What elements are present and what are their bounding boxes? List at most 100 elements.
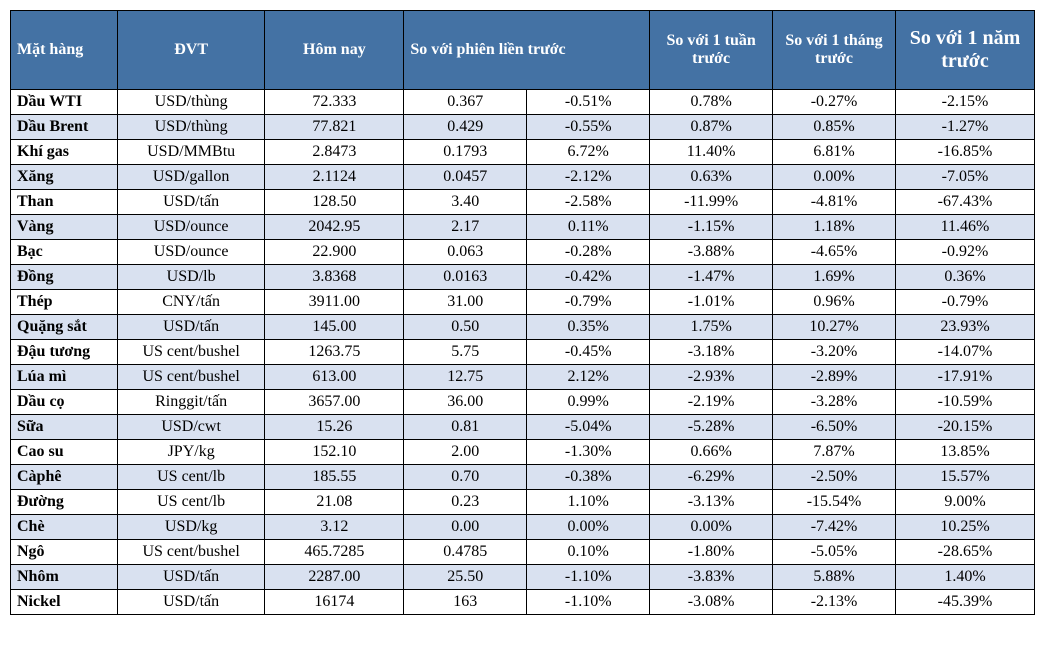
table-row: VàngUSD/ounce2042.952.170.11%-1.15%1.18%… bbox=[11, 215, 1035, 240]
table-cell: Bạc bbox=[11, 240, 118, 265]
table-cell: -0.45% bbox=[527, 340, 650, 365]
table-cell: 0.87% bbox=[650, 115, 773, 140]
table-cell: Dầu Brent bbox=[11, 115, 118, 140]
table-cell: -2.50% bbox=[773, 465, 896, 490]
table-cell: US cent/bushel bbox=[117, 340, 265, 365]
table-cell: -20.15% bbox=[895, 415, 1034, 440]
table-cell: USD/ounce bbox=[117, 240, 265, 265]
table-cell: 1.10% bbox=[527, 490, 650, 515]
table-cell: -2.89% bbox=[773, 365, 896, 390]
table-cell: 0.85% bbox=[773, 115, 896, 140]
table-cell: -3.18% bbox=[650, 340, 773, 365]
table-cell: 72.333 bbox=[265, 90, 404, 115]
table-cell: 7.87% bbox=[773, 440, 896, 465]
table-cell: Đường bbox=[11, 490, 118, 515]
table-cell: Ngô bbox=[11, 540, 118, 565]
table-row: ĐườngUS cent/lb21.080.231.10%-3.13%-15.5… bbox=[11, 490, 1035, 515]
table-cell: -10.59% bbox=[895, 390, 1034, 415]
table-row: NickelUSD/tấn16174163-1.10%-3.08%-2.13%-… bbox=[11, 590, 1035, 615]
table-cell: 0.00% bbox=[650, 515, 773, 540]
table-cell: 0.429 bbox=[404, 115, 527, 140]
table-cell: -3.88% bbox=[650, 240, 773, 265]
table-cell: Đồng bbox=[11, 265, 118, 290]
table-cell: -0.28% bbox=[527, 240, 650, 265]
table-cell: -0.79% bbox=[895, 290, 1034, 315]
table-cell: 163 bbox=[404, 590, 527, 615]
table-cell: -6.50% bbox=[773, 415, 896, 440]
table-cell: Càphê bbox=[11, 465, 118, 490]
table-cell: Vàng bbox=[11, 215, 118, 240]
table-cell: Sữa bbox=[11, 415, 118, 440]
table-cell: -1.30% bbox=[527, 440, 650, 465]
table-row: Khí gasUSD/MMBtu2.84730.17936.72%11.40%6… bbox=[11, 140, 1035, 165]
table-cell: 2.17 bbox=[404, 215, 527, 240]
table-cell: -5.05% bbox=[773, 540, 896, 565]
table-cell: -7.05% bbox=[895, 165, 1034, 190]
table-cell: 11.46% bbox=[895, 215, 1034, 240]
table-row: NgôUS cent/bushel465.72850.47850.10%-1.8… bbox=[11, 540, 1035, 565]
table-cell: USD/tấn bbox=[117, 590, 265, 615]
table-row: NhômUSD/tấn2287.0025.50-1.10%-3.83%5.88%… bbox=[11, 565, 1035, 590]
table-cell: -0.79% bbox=[527, 290, 650, 315]
table-cell: -4.65% bbox=[773, 240, 896, 265]
table-cell: USD/thùng bbox=[117, 115, 265, 140]
table-row: Dầu WTIUSD/thùng72.3330.367-0.51%0.78%-0… bbox=[11, 90, 1035, 115]
table-cell: Khí gas bbox=[11, 140, 118, 165]
table-cell: 3.40 bbox=[404, 190, 527, 215]
table-cell: -4.81% bbox=[773, 190, 896, 215]
table-cell: 0.35% bbox=[527, 315, 650, 340]
table-cell: -15.54% bbox=[773, 490, 896, 515]
table-cell: -0.51% bbox=[527, 90, 650, 115]
table-cell: Nhôm bbox=[11, 565, 118, 590]
table-row: Dầu cọRinggit/tấn3657.0036.000.99%-2.19%… bbox=[11, 390, 1035, 415]
table-cell: 22.900 bbox=[265, 240, 404, 265]
table-cell: -0.55% bbox=[527, 115, 650, 140]
table-cell: 0.63% bbox=[650, 165, 773, 190]
table-cell: Nickel bbox=[11, 590, 118, 615]
table-cell: 0.1793 bbox=[404, 140, 527, 165]
col-header-vs-1month: So với 1 tháng trước bbox=[773, 11, 896, 90]
col-header-vs-prev-session: So với phiên liền trước bbox=[404, 11, 650, 90]
table-cell: 2042.95 bbox=[265, 215, 404, 240]
table-cell: Than bbox=[11, 190, 118, 215]
table-cell: 6.81% bbox=[773, 140, 896, 165]
table-cell: Dầu cọ bbox=[11, 390, 118, 415]
table-cell: -6.29% bbox=[650, 465, 773, 490]
table-cell: -2.13% bbox=[773, 590, 896, 615]
table-cell: 0.23 bbox=[404, 490, 527, 515]
table-cell: -0.42% bbox=[527, 265, 650, 290]
table-cell: 11.40% bbox=[650, 140, 773, 165]
table-row: Lúa mìUS cent/bushel613.0012.752.12%-2.9… bbox=[11, 365, 1035, 390]
table-cell: 16174 bbox=[265, 590, 404, 615]
table-cell: -2.93% bbox=[650, 365, 773, 390]
table-cell: 0.367 bbox=[404, 90, 527, 115]
table-cell: 25.50 bbox=[404, 565, 527, 590]
table-cell: -3.20% bbox=[773, 340, 896, 365]
table-cell: Chè bbox=[11, 515, 118, 540]
table-cell: 0.11% bbox=[527, 215, 650, 240]
table-cell: 9.00% bbox=[895, 490, 1034, 515]
table-cell: 21.08 bbox=[265, 490, 404, 515]
table-cell: -1.80% bbox=[650, 540, 773, 565]
table-cell: 3911.00 bbox=[265, 290, 404, 315]
table-cell: Dầu WTI bbox=[11, 90, 118, 115]
table-cell: -1.47% bbox=[650, 265, 773, 290]
table-cell: 36.00 bbox=[404, 390, 527, 415]
table-row: Đậu tươngUS cent/bushel1263.755.75-0.45%… bbox=[11, 340, 1035, 365]
table-row: ChèUSD/kg3.120.000.00%0.00%-7.42%10.25% bbox=[11, 515, 1035, 540]
table-cell: 10.25% bbox=[895, 515, 1034, 540]
table-cell: JPY/kg bbox=[117, 440, 265, 465]
table-row: Dầu BrentUSD/thùng77.8210.429-0.55%0.87%… bbox=[11, 115, 1035, 140]
table-cell: -28.65% bbox=[895, 540, 1034, 565]
col-header-vs-1week: So với 1 tuần trước bbox=[650, 11, 773, 90]
table-row: Cao suJPY/kg152.102.00-1.30%0.66%7.87%13… bbox=[11, 440, 1035, 465]
table-cell: -5.04% bbox=[527, 415, 650, 440]
table-cell: 0.66% bbox=[650, 440, 773, 465]
table-cell: US cent/bushel bbox=[117, 365, 265, 390]
table-cell: US cent/lb bbox=[117, 490, 265, 515]
table-cell: -1.01% bbox=[650, 290, 773, 315]
table-cell: 145.00 bbox=[265, 315, 404, 340]
table-cell: 0.0457 bbox=[404, 165, 527, 190]
table-cell: Cao su bbox=[11, 440, 118, 465]
table-cell: -3.08% bbox=[650, 590, 773, 615]
